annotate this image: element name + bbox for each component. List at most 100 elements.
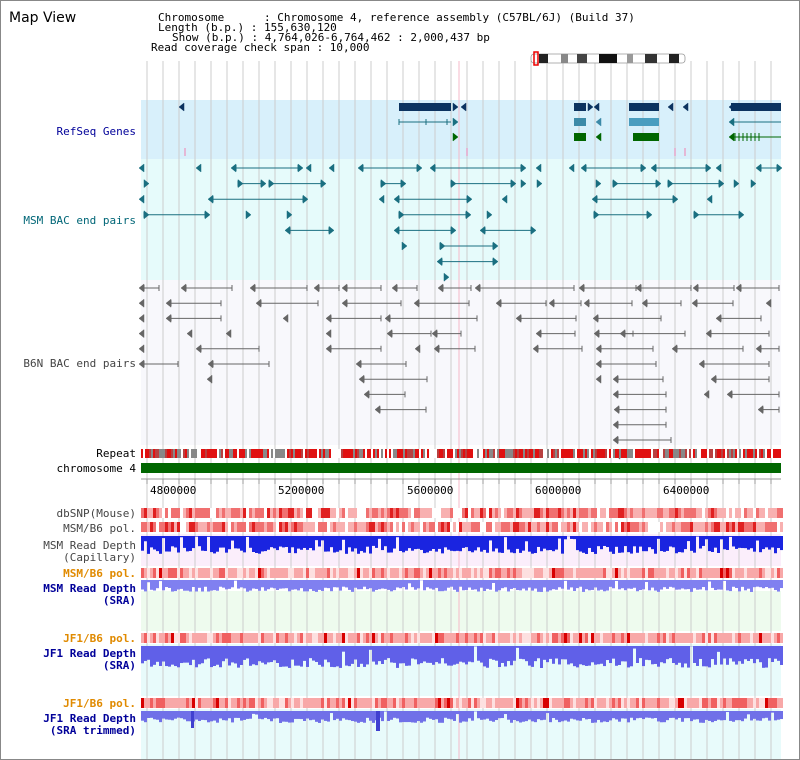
depth-bar — [726, 580, 729, 591]
heat-cell — [306, 508, 309, 518]
heat-cell — [423, 698, 426, 708]
heat-cell — [660, 508, 663, 518]
heat-cell — [729, 508, 732, 518]
heat-cell — [330, 508, 333, 518]
heat-cell — [252, 568, 255, 578]
track-label-msm-b6-pol-sra[interactable]: MSM/B6 pol. — [63, 567, 136, 580]
depth-bar — [591, 646, 594, 663]
depth-bar — [366, 711, 369, 718]
feature-arrow — [765, 298, 772, 308]
track-label-chromosome[interactable]: chromosome 4 — [57, 462, 137, 475]
heat-cell — [243, 633, 246, 643]
depth-bar — [231, 646, 234, 663]
feature-arrow — [284, 225, 291, 235]
repeat-cell — [357, 449, 359, 458]
heat-cell — [600, 522, 603, 532]
depth-bar — [477, 580, 480, 592]
depth-bar — [318, 711, 321, 723]
heat-cell — [759, 522, 762, 532]
heat-cell — [273, 698, 276, 708]
heat-cell — [561, 522, 564, 532]
depth-bar — [213, 711, 216, 721]
heat-cell — [189, 568, 192, 578]
track-label-jf1-depth-trim[interactable]: JF1 Read Depth — [43, 712, 136, 725]
heat-cell — [540, 568, 543, 578]
heat-cell — [522, 508, 525, 518]
feature-arrow — [391, 283, 398, 293]
heat-cell — [495, 522, 498, 532]
heat-cell — [777, 633, 780, 643]
heat-cell — [540, 508, 543, 518]
heat-cell — [210, 508, 213, 518]
heat-cell — [270, 508, 273, 518]
heat-cell — [771, 568, 774, 578]
heat-cell — [552, 522, 555, 532]
depth-bar — [321, 536, 324, 541]
track-label-msm-bac[interactable]: MSM BAC end pairs — [23, 214, 136, 227]
repeat-cell — [183, 449, 185, 458]
track-label-jf1-b6-pol[interactable]: JF1/B6 pol. — [63, 632, 136, 645]
track-label-msm-depth-cap[interactable]: MSM Read Depth — [43, 539, 136, 552]
heat-cell — [171, 508, 174, 518]
heat-cell — [225, 698, 228, 708]
heat-cell — [336, 633, 339, 643]
repeat-cell — [329, 449, 331, 458]
feature-arrow — [595, 344, 602, 354]
depth-bar — [540, 711, 543, 721]
heat-cell — [486, 568, 489, 578]
track-label-jf1-depth-sra[interactable]: JF1 Read Depth — [43, 647, 136, 660]
heat-cell — [171, 633, 174, 643]
depth-bar — [723, 536, 726, 550]
depth-bar — [771, 646, 774, 663]
heat-cell — [549, 633, 552, 643]
depth-bar — [219, 711, 222, 719]
depth-bar — [183, 580, 186, 591]
depth-bar — [483, 580, 486, 591]
feature-arrow — [635, 283, 642, 293]
heat-cell — [624, 633, 627, 643]
depth-bar — [585, 646, 588, 666]
feature-arrow — [693, 210, 700, 220]
track-label-dbsnp[interactable]: dbSNP(Mouse) — [57, 507, 136, 520]
repeat-cell — [621, 449, 623, 458]
heat-cell — [216, 698, 219, 708]
feature-arrow — [138, 298, 145, 308]
depth-bar — [417, 536, 420, 549]
depth-bar — [306, 536, 309, 550]
depth-bar — [168, 580, 171, 588]
repeat-cell — [713, 449, 715, 458]
heat-cell — [621, 568, 624, 578]
feature-arrow — [641, 298, 648, 308]
track-label-repeat[interactable]: Repeat — [96, 447, 136, 460]
heat-cell — [606, 508, 609, 518]
heat-cell — [666, 508, 669, 518]
repeat-cell — [403, 449, 405, 458]
heat-cell — [303, 698, 306, 708]
depth-bar — [393, 580, 396, 591]
track-label-msm-b6-pol[interactable]: MSM/B6 pol. — [63, 522, 136, 535]
repeat-cell — [671, 449, 673, 458]
track-label-b6n-bac[interactable]: B6N BAC end pairs — [23, 357, 136, 370]
heat-cell — [657, 633, 660, 643]
feature-arrow — [313, 283, 320, 293]
heat-cell — [162, 698, 165, 708]
heat-cell — [273, 633, 276, 643]
repeat-cell — [477, 449, 479, 458]
heat-cell — [399, 508, 402, 518]
depth-bar — [216, 711, 219, 723]
heat-cell — [600, 508, 603, 518]
depth-bar — [543, 536, 546, 549]
heat-cell — [651, 522, 654, 532]
heat-cell — [684, 508, 687, 518]
depth-bar — [651, 646, 654, 665]
heat-cell — [303, 522, 306, 532]
track-label-msm-depth-sra[interactable]: MSM Read Depth — [43, 582, 136, 595]
track-label-refseq[interactable]: RefSeq Genes — [57, 125, 136, 138]
heat-cell — [198, 698, 201, 708]
heat-cell — [327, 508, 330, 518]
track-label-jf1-b6-pol-2[interactable]: JF1/B6 pol. — [63, 697, 136, 710]
heat-cell — [570, 698, 573, 708]
depth-bar — [459, 536, 462, 552]
heat-cell — [315, 568, 318, 578]
